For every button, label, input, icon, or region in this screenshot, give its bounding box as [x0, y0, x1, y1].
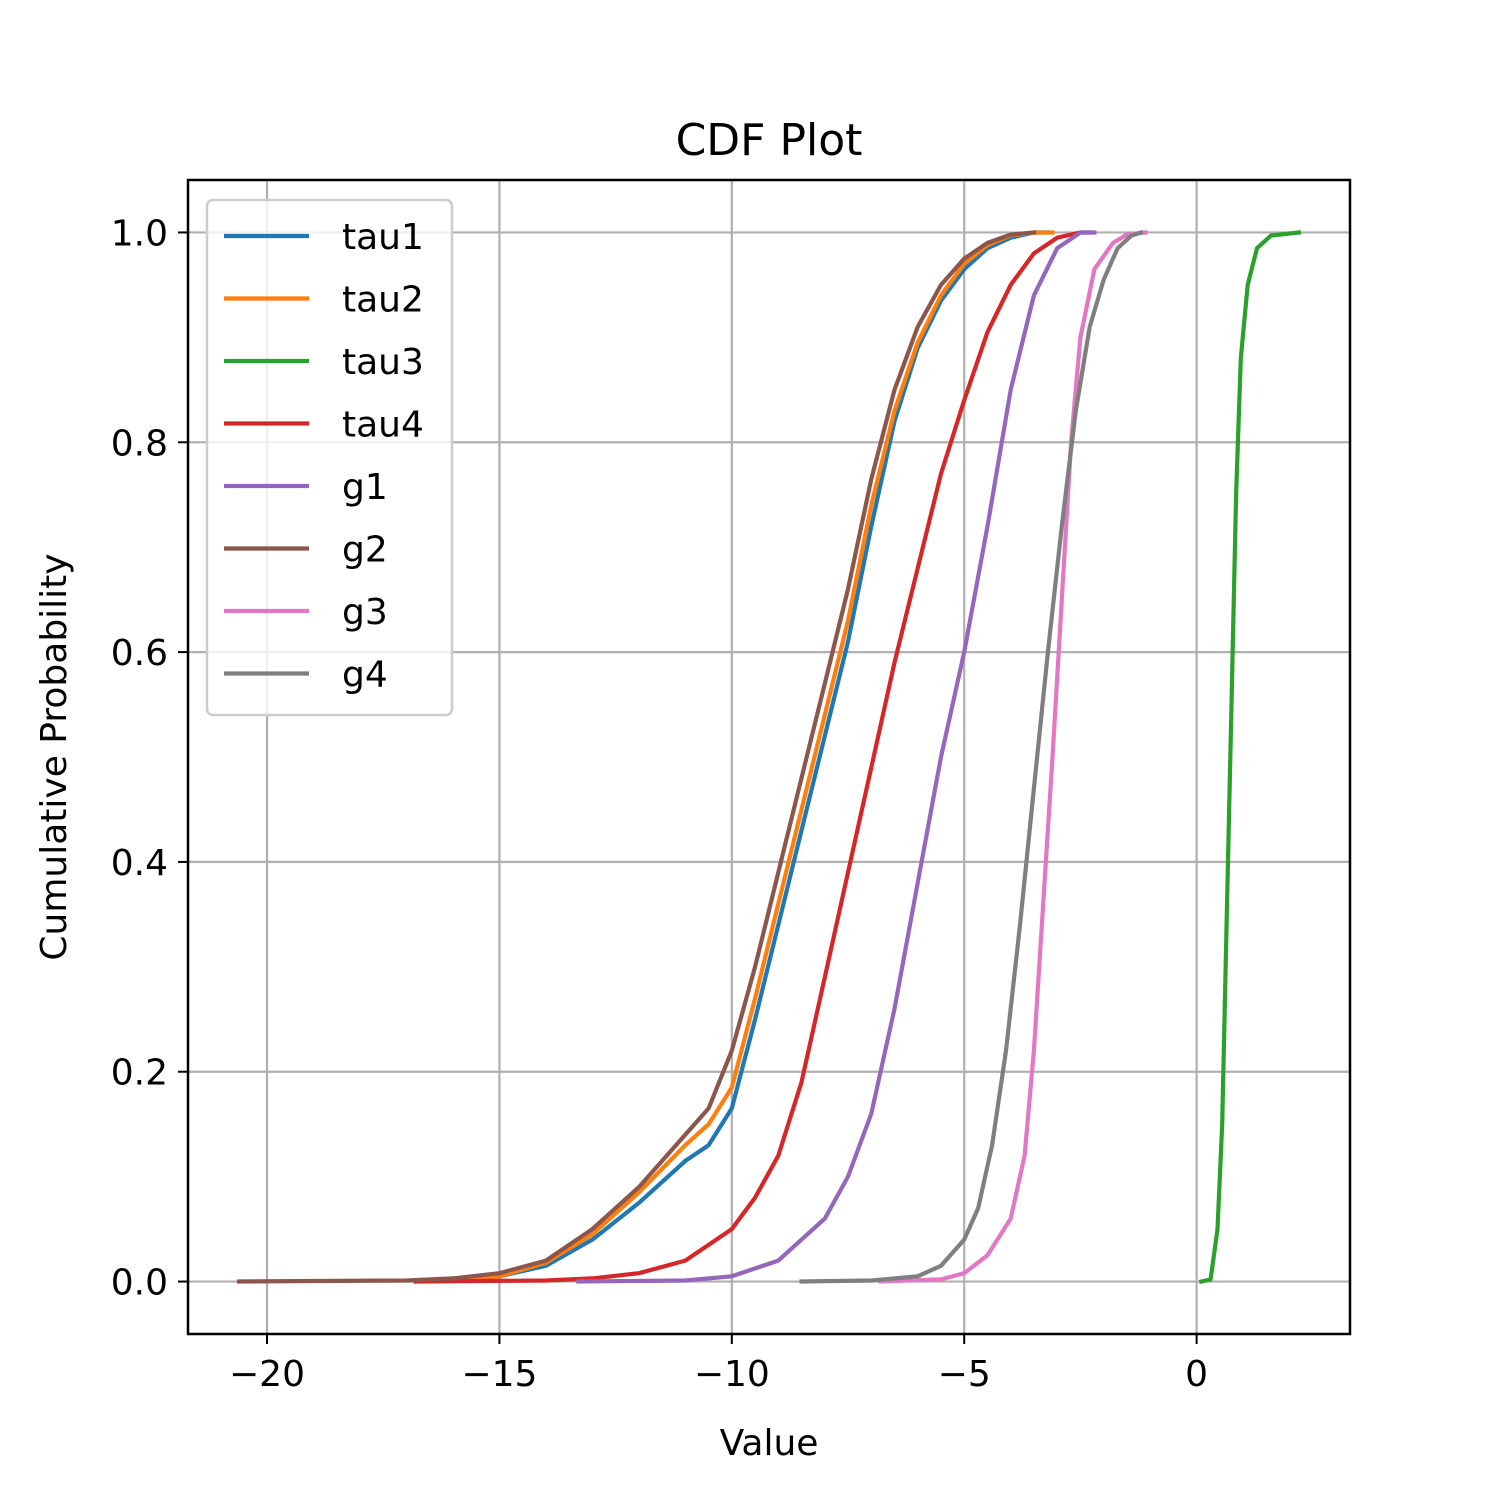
- legend-label-tau3: tau3: [342, 342, 424, 383]
- y-axis-ticks: 0.0 0.2 0.4 0.6 0.8 1.0: [111, 213, 188, 1304]
- y-axis-label: Cumulative Probability: [34, 553, 75, 960]
- y-tick-label: 0.6: [111, 633, 168, 674]
- y-tick-label: 0.2: [111, 1053, 168, 1094]
- legend-label-g3: g3: [342, 592, 388, 633]
- y-tick-label: 0.4: [111, 843, 168, 884]
- y-tick-label: 1.0: [111, 213, 168, 254]
- series-line-tau4: [413, 230, 1092, 1284]
- plot-frame: [186, 178, 1352, 1336]
- series-group: [236, 229, 1302, 1285]
- series-line-tau2: [427, 230, 1055, 1284]
- x-tick-label: −10: [694, 1354, 770, 1395]
- x-tick-label: −20: [229, 1354, 305, 1395]
- series-line-tau1: [413, 230, 1050, 1284]
- y-tick-label: 0.0: [111, 1263, 168, 1304]
- legend-label-g4: g4: [342, 655, 388, 696]
- series-line-g2: [236, 230, 1037, 1284]
- legend-label-g1: g1: [342, 467, 388, 508]
- y-tick-label: 0.8: [111, 423, 168, 464]
- x-axis-ticks: −20 −15 −10 −5 0: [229, 1334, 1208, 1395]
- series-line-g1: [576, 230, 1097, 1284]
- x-tick-label: 0: [1185, 1354, 1208, 1395]
- legend-label-tau2: tau2: [342, 280, 424, 321]
- legend-box: [205, 198, 454, 717]
- series-line-tau3: [1198, 230, 1302, 1285]
- x-tick-label: −15: [461, 1354, 537, 1395]
- chart-title: CDF Plot: [676, 115, 863, 166]
- x-axis-label: Value: [720, 1423, 819, 1464]
- legend: tau1 tau2 tau3 tau4 g1 g2 g3 g4: [205, 198, 454, 717]
- legend-label-tau1: tau1: [342, 217, 424, 258]
- legend-label-g2: g2: [342, 530, 388, 571]
- legend-label-tau4: tau4: [342, 405, 424, 446]
- series-line-g3: [878, 230, 1148, 1284]
- series-line-g4: [799, 229, 1144, 1284]
- x-tick-label: −5: [938, 1354, 991, 1395]
